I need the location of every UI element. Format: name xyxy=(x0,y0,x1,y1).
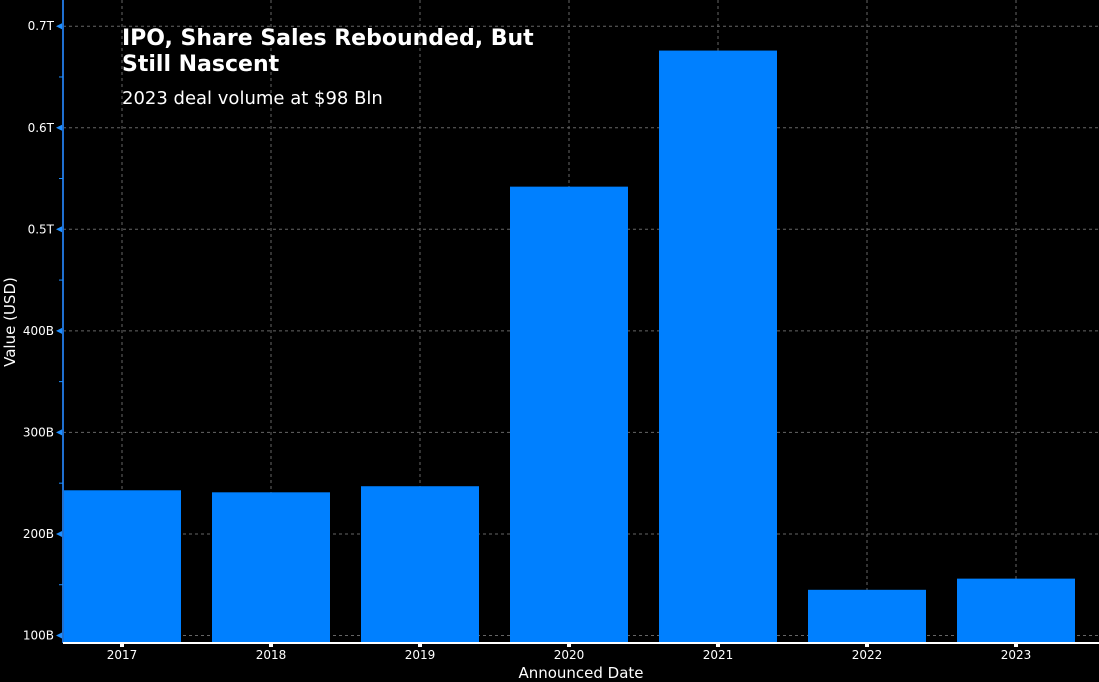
y-tick-label: 0.7T xyxy=(28,19,55,33)
bar-2023 xyxy=(957,578,1075,643)
y-tick-label: 400B xyxy=(23,324,54,338)
x-tick-label: 2017 xyxy=(107,648,138,662)
bar-2022 xyxy=(808,589,926,643)
y-tick-label: 0.5T xyxy=(28,222,55,236)
chart-title: IPO, Share Sales Rebounded, But Still Na… xyxy=(122,26,534,77)
y-axis-label: Value (USD) xyxy=(1,277,19,367)
x-tick-label: 2023 xyxy=(1001,648,1032,662)
y-tick-label: 0.6T xyxy=(28,121,55,135)
x-tick-mark xyxy=(120,643,124,647)
y-tick-label: 300B xyxy=(23,425,54,439)
chart-subtitle: 2023 deal volume at $98 Bln xyxy=(122,88,383,109)
x-axis-label: Announced Date xyxy=(518,664,643,682)
y-tick-marker xyxy=(56,632,62,639)
x-tick-label: 2020 xyxy=(554,648,585,662)
bar-2017 xyxy=(63,490,181,643)
y-tick-label: 100B xyxy=(23,629,54,643)
x-tick-label: 2022 xyxy=(852,648,883,662)
bar-2018 xyxy=(212,492,330,643)
y-tick-marker xyxy=(56,23,62,30)
x-tick-mark xyxy=(716,643,720,647)
y-tick-marker xyxy=(56,429,62,436)
y-tick-marker xyxy=(56,226,62,233)
x-tick-mark xyxy=(418,643,422,647)
bar-2019 xyxy=(361,486,479,643)
y-tick-marker xyxy=(56,327,62,334)
x-tick-label: 2019 xyxy=(405,648,436,662)
bar-2021 xyxy=(659,50,777,643)
x-tick-mark xyxy=(1014,643,1018,647)
x-tick-label: 2021 xyxy=(703,648,734,662)
y-tick-marker xyxy=(56,530,62,537)
y-tick-marker xyxy=(56,124,62,131)
bar-2020 xyxy=(510,186,628,644)
y-tick-label: 200B xyxy=(23,527,54,541)
x-tick-label: 2018 xyxy=(256,648,287,662)
x-tick-mark xyxy=(865,643,869,647)
x-tick-mark xyxy=(567,643,571,647)
x-tick-mark xyxy=(269,643,273,647)
